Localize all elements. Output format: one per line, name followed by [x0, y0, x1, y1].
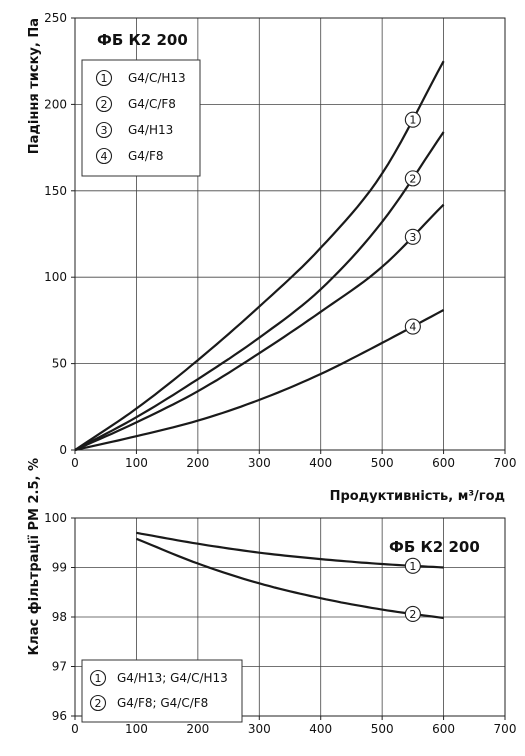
curve-marker-circle: [404, 111, 421, 128]
x-tick-label: 0: [71, 456, 79, 470]
x-tick-label: 400: [309, 456, 332, 470]
series-line-3: [74, 203, 445, 452]
x-tick-label: 700: [494, 456, 517, 470]
x-tick-label: 100: [125, 722, 148, 736]
legend-marker-number: 1: [95, 672, 102, 685]
x-tick-label: 400: [309, 722, 332, 736]
legend-entry: G4/C/F8: [128, 97, 176, 111]
legend-marker-circle: [95, 121, 113, 139]
x-axis-title: Продуктивність, м³/год: [330, 489, 505, 504]
x-tick-label: 500: [371, 456, 394, 470]
x-tick-label: 200: [186, 456, 209, 470]
chart-title: ФБ К2 200: [97, 31, 188, 49]
curve-marker-circle: [404, 170, 421, 187]
x-tick-label: 300: [248, 456, 271, 470]
y-tick-label: 100: [44, 270, 67, 284]
legend-marker-circle: [89, 694, 107, 712]
y-tick-label: 96: [52, 709, 67, 723]
curve-marker-circle: [404, 318, 421, 335]
pressure-drop-chart: 0 100 200 300 400 500 600 700 0 50 100 150 200 250 Про…: [27, 11, 516, 504]
legend-marker-number: 4: [101, 150, 108, 163]
legend-marker-number: 3: [101, 124, 108, 137]
x-tick-label: 500: [371, 722, 394, 736]
y-tick-label: 97: [52, 660, 67, 674]
y-tick-label: 99: [52, 561, 67, 575]
x-tick-label: 100: [125, 456, 148, 470]
legend-marker-number: 1: [101, 72, 108, 85]
x-tick-label: 0: [71, 722, 79, 736]
y-tick-label: 150: [44, 184, 67, 198]
series-line-1: [136, 531, 444, 569]
y-axis-title: Падіння тиску, Па: [27, 18, 42, 154]
curve-marker-number: 4: [409, 321, 416, 334]
curve-marker-number: 3: [409, 231, 416, 244]
curve-marker-number: 1: [409, 114, 416, 127]
legend-entry: G4/C/H13: [128, 71, 186, 85]
legend-entry: G4/H13: [128, 123, 173, 137]
curve-marker-number: 2: [409, 172, 416, 185]
series-line-4: [74, 309, 445, 452]
curve-marker-circle: [404, 557, 421, 574]
curve-marker-circle: [404, 605, 421, 623]
y-tick-label: 98: [52, 610, 67, 624]
curve-marker-circle: [404, 228, 421, 245]
chart-title: ФБ К2 200: [389, 538, 480, 556]
series-line-1: [74, 60, 445, 451]
x-tick-label: 300: [248, 722, 271, 736]
y-tick-label: 0: [59, 443, 67, 457]
legend-entry: G4/F8: [128, 149, 164, 163]
curve-marker-number: 2: [409, 608, 416, 621]
x-tick-label: 600: [432, 722, 455, 736]
y-tick-label: 250: [44, 11, 67, 25]
curve-marker-number: 1: [409, 560, 416, 573]
legend-marker-circle: [95, 147, 113, 165]
legend-box: [81, 659, 243, 723]
legend-entry: G4/F8; G4/C/F8: [117, 696, 208, 710]
legend-marker-number: 2: [95, 697, 102, 710]
legend-entry: G4/H13; G4/C/H13: [117, 671, 228, 685]
y-tick-label: 200: [44, 97, 67, 111]
y-axis-title: Клас фільтрації РМ 2.5, %: [27, 458, 42, 655]
y-tick-label: 100: [44, 511, 67, 525]
x-tick-label: 600: [432, 456, 455, 470]
y-tick-label: 50: [52, 357, 67, 371]
legend-marker-number: 2: [101, 98, 108, 111]
series-line-2: [74, 131, 445, 451]
legend-marker-circle: [89, 669, 107, 687]
plot-frame: [74, 17, 506, 451]
x-tick-label: 700: [494, 722, 517, 736]
series-line-2: [135, 537, 444, 620]
legend-marker-circle: [95, 95, 113, 113]
legend-marker-circle: [95, 69, 113, 87]
x-tick-label: 200: [186, 722, 209, 736]
